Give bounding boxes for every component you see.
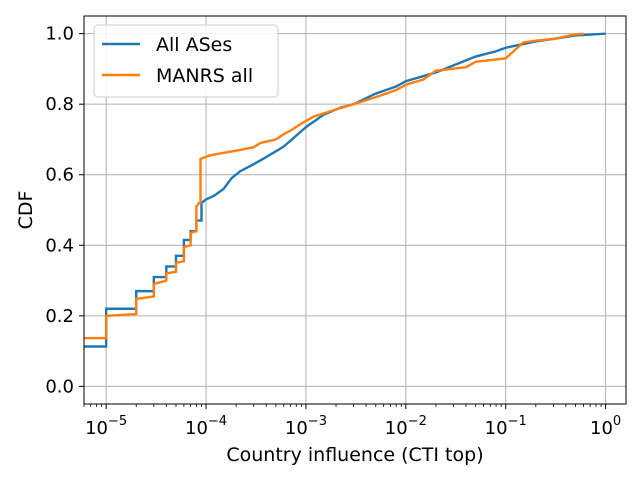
y-tick-label: 0.2 (45, 306, 74, 327)
y-tick-label: 1.0 (45, 24, 74, 45)
x-tick-base: 10 (285, 418, 308, 439)
y-tick-label: 0.6 (45, 165, 74, 186)
legend: All ASes MANRS all (93, 24, 279, 98)
x-tick-base: 10 (185, 418, 208, 439)
x-tick-exponent: −1 (508, 414, 527, 429)
x-tick-label: 10−3 (285, 414, 327, 439)
x-tick-exponent: 0 (613, 414, 621, 429)
plot-series (84, 32, 606, 348)
x-tick-label: 10−2 (385, 414, 427, 439)
y-axis-label: CDF (15, 191, 37, 230)
x-axis-label: Country influence (CTI top) (226, 444, 483, 466)
x-tick-base: 10 (85, 418, 108, 439)
x-tick-label: 10−5 (85, 414, 127, 439)
x-tick-base: 10 (485, 418, 508, 439)
plot-frame (83, 15, 627, 405)
series-line-1 (84, 32, 584, 340)
y-tick-label: 0.4 (45, 235, 74, 256)
y-tick-label: 0.0 (45, 376, 74, 397)
legend-label-0: All ASes (156, 34, 232, 56)
axis-ticks: 10−5 10−4 10−3 10−2 10−1 1000.00.20.40.60.81.… (45, 24, 621, 439)
x-tick-exponent: −3 (308, 414, 327, 429)
x-tick-exponent: −5 (108, 414, 127, 429)
legend-label-1: MANRS all (156, 65, 253, 87)
x-tick-exponent: −2 (408, 414, 427, 429)
x-tick-exponent: −4 (208, 414, 227, 429)
y-tick-label: 0.8 (45, 94, 74, 115)
x-tick-base: 10 (385, 418, 408, 439)
x-tick-label: 10−1 (485, 414, 527, 439)
x-tick-label: 10−4 (185, 414, 227, 439)
x-tick-base: 10 (590, 418, 613, 439)
x-tick-label: 100 (590, 414, 621, 439)
